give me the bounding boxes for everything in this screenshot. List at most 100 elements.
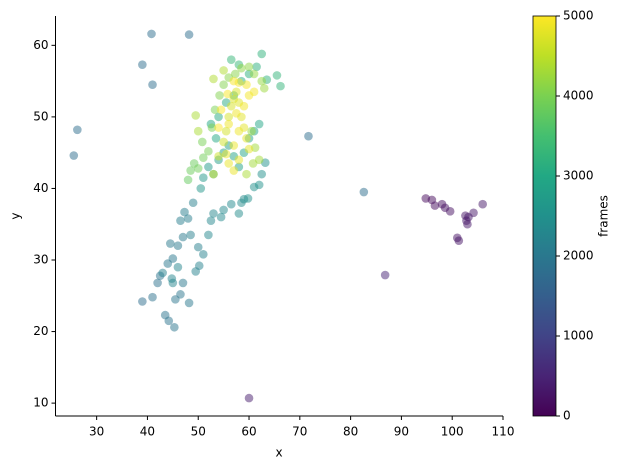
point: [168, 254, 178, 263]
point: [73, 125, 82, 135]
point: [244, 62, 254, 72]
x-axis-label: x: [275, 446, 282, 460]
point: [138, 297, 147, 306]
point: [244, 393, 254, 403]
point: [242, 80, 251, 89]
point: [259, 83, 269, 93]
point: [176, 290, 185, 299]
x-tick-label: 100: [441, 425, 464, 439]
x-tick-label: 40: [140, 425, 155, 439]
point: [257, 169, 267, 179]
point: [304, 131, 313, 141]
point: [445, 207, 455, 216]
point: [242, 134, 251, 143]
point: [229, 166, 239, 175]
colorbar-tick-label: 5000: [563, 9, 594, 23]
point: [138, 60, 147, 69]
point: [248, 159, 258, 168]
point: [206, 216, 216, 225]
colorbar: [532, 15, 557, 417]
point: [167, 274, 177, 283]
point: [199, 173, 208, 183]
point: [148, 80, 157, 89]
x-tick-label: 60: [241, 425, 256, 439]
point: [165, 239, 175, 248]
colorbar-tick-label: 4000: [563, 89, 594, 103]
y-tick-label: 30: [33, 253, 48, 267]
point: [231, 69, 240, 79]
point: [216, 212, 226, 222]
point: [183, 175, 193, 185]
point: [184, 30, 194, 39]
point: [199, 153, 208, 162]
point: [209, 169, 218, 179]
point: [153, 278, 162, 288]
point: [204, 230, 213, 240]
colorbar-tick-label: 1000: [563, 329, 594, 343]
point: [254, 119, 264, 129]
point: [359, 187, 369, 197]
point: [276, 81, 285, 91]
colorbar-label: frames: [597, 195, 611, 237]
point: [147, 29, 156, 39]
point: [454, 236, 464, 245]
point: [207, 123, 217, 132]
point: [215, 91, 224, 100]
point: [249, 69, 259, 79]
point: [184, 298, 194, 308]
x-tick-label: 110: [492, 425, 515, 439]
point: [478, 199, 487, 209]
point: [254, 180, 264, 190]
point: [234, 126, 244, 136]
y-tick-label: 50: [33, 109, 48, 123]
point: [221, 149, 231, 159]
point: [211, 134, 221, 143]
x-tick-label: 80: [343, 425, 358, 439]
y-tick-label: 10: [33, 396, 48, 410]
point: [223, 89, 232, 99]
point: [380, 270, 390, 280]
point: [252, 62, 261, 72]
point: [232, 87, 241, 97]
point: [191, 267, 200, 276]
point: [219, 80, 228, 89]
point: [196, 184, 206, 193]
point: [226, 101, 236, 111]
point: [234, 155, 244, 165]
point: [224, 112, 234, 122]
x-tick-label: 70: [292, 425, 307, 439]
point: [219, 137, 228, 147]
point: [234, 209, 244, 218]
point: [226, 55, 236, 64]
point: [158, 268, 167, 278]
point: [257, 76, 267, 86]
y-axis-label: y: [9, 212, 23, 219]
point: [219, 66, 228, 75]
x-tick-label: 50: [191, 425, 206, 439]
point: [214, 112, 223, 122]
point: [69, 151, 79, 160]
colorbar-tick-label: 3000: [563, 169, 594, 183]
point: [244, 144, 254, 154]
point: [199, 249, 208, 259]
x-tick-label: 30: [89, 425, 104, 439]
point: [178, 278, 188, 288]
point: [186, 166, 195, 175]
point: [469, 208, 478, 218]
point: [243, 194, 253, 203]
point: [232, 109, 241, 118]
point: [188, 198, 198, 208]
point: [193, 242, 203, 252]
point: [204, 146, 213, 156]
point: [216, 105, 226, 115]
point: [209, 209, 218, 218]
point: [237, 63, 246, 73]
point: [164, 316, 174, 326]
point: [224, 119, 234, 129]
point: [214, 123, 223, 132]
point: [229, 141, 239, 150]
point: [193, 164, 203, 173]
point: [239, 101, 249, 111]
colorbar-tick-label: 0: [563, 409, 571, 423]
point: [148, 292, 157, 302]
